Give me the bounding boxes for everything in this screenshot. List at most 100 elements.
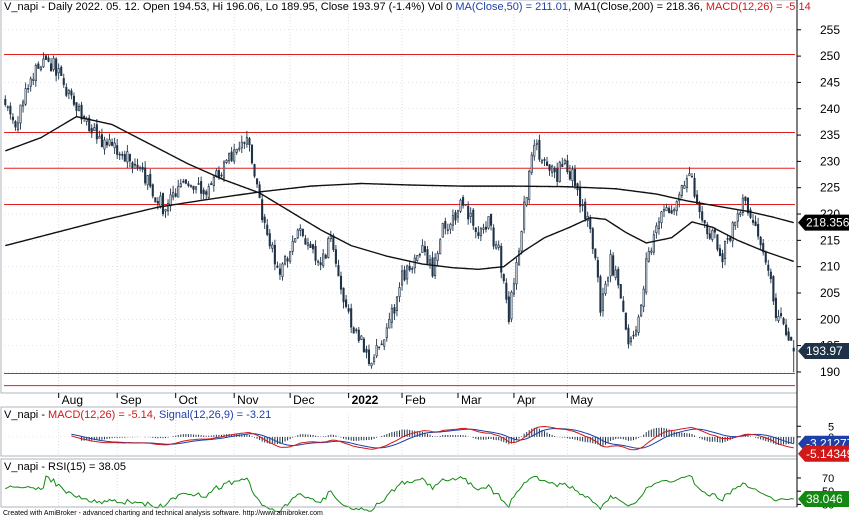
candle-body [573, 168, 577, 186]
candle-body [479, 228, 482, 237]
candle-body [365, 348, 368, 353]
candle-body [123, 154, 126, 162]
candle-body [27, 87, 30, 90]
candle-body [146, 175, 149, 186]
candle-body [67, 90, 70, 94]
macd-tick-label: 5 [828, 421, 834, 433]
rsi-value-legend: RSI(15) = 38.05 [48, 461, 127, 473]
candle-body [319, 262, 322, 266]
candle-body [629, 337, 632, 343]
candle-body [362, 338, 365, 353]
candle-body [390, 307, 393, 323]
candle-body [472, 209, 475, 226]
candle-body [660, 211, 663, 224]
candle-body [647, 251, 650, 262]
ohlc-summary: - Daily 2022. 05. 12. Open 194.53, Hi 19… [38, 1, 456, 13]
price-tick-label: 230 [820, 154, 840, 168]
candle-body [55, 58, 58, 76]
candle-body [434, 257, 437, 276]
candle-body [530, 154, 533, 173]
candle-body [352, 327, 355, 334]
candle-body [228, 153, 231, 162]
candle-body [464, 204, 467, 206]
candle-body [32, 78, 35, 81]
candle-body [334, 249, 337, 264]
candle-body [785, 324, 788, 336]
macd-panel [4, 426, 795, 451]
candle-body [337, 265, 340, 277]
date-label: May [570, 393, 593, 407]
candle-body [263, 216, 266, 223]
candle-body [220, 174, 223, 177]
panel-border [0, 0, 798, 394]
ma200-legend: MA1(Close,200) = 218.36, [571, 1, 703, 13]
candle-body [324, 254, 327, 259]
candle-body [29, 78, 32, 87]
candle-body [736, 213, 739, 222]
rsi-tick-label: 70 [822, 473, 834, 485]
candle-body [469, 212, 472, 217]
candle-body [75, 102, 78, 111]
candle-body [306, 242, 309, 246]
candle-body [314, 245, 317, 261]
candlestick-series [4, 52, 795, 373]
candle-body [548, 164, 551, 171]
candle-body [44, 55, 48, 60]
candle-body [502, 274, 505, 282]
candle-body [42, 58, 45, 68]
candle-body [116, 145, 119, 155]
candle-body [309, 243, 312, 248]
candle-body [65, 87, 68, 96]
candle-body [136, 164, 139, 169]
rsi-value-tag-bg [798, 491, 849, 508]
candle-body [459, 199, 462, 212]
candle-body [779, 313, 783, 317]
candle-body [484, 226, 488, 230]
price-tick-label: 210 [820, 260, 840, 274]
ma200-value-tag-bg [798, 214, 849, 231]
footer-credit: Created with AmiBroker - advanced charti… [3, 510, 323, 517]
candle-body [111, 141, 114, 146]
price-tick-label: 255 [820, 23, 840, 37]
candle-body [551, 165, 554, 173]
candle-body [250, 144, 254, 164]
candle-body [790, 336, 793, 341]
candle-body [431, 257, 434, 277]
candle-body [289, 251, 292, 262]
candle-body [645, 258, 648, 293]
candle-body [398, 287, 401, 298]
date-label: Dec [293, 393, 314, 407]
candle-body [607, 277, 610, 282]
candle-body [121, 154, 124, 156]
candle-body [538, 139, 541, 160]
candle-body [568, 171, 571, 180]
candle-body [558, 161, 561, 183]
candle-body [556, 168, 559, 182]
candle-body [421, 245, 424, 253]
candle-body [467, 205, 470, 220]
candle-body [108, 139, 111, 146]
candle-body [668, 207, 671, 214]
candle-body [16, 122, 20, 130]
candle-body [268, 233, 271, 247]
candle-body [640, 304, 643, 317]
candle-body [490, 213, 493, 226]
rsi-header-separator: - [38, 461, 49, 473]
candle-body [339, 275, 343, 290]
candle-body [418, 253, 421, 256]
candle-body [517, 250, 521, 266]
candle-body [487, 216, 490, 229]
candle-body [543, 159, 546, 161]
candle-body [439, 239, 442, 255]
ma200-value-tag: 218.356 [798, 214, 850, 231]
candle-body [675, 201, 678, 212]
candle-body [22, 101, 25, 107]
candle-body [50, 63, 53, 72]
candle-body [291, 240, 294, 252]
candle-body [205, 191, 208, 195]
candle-body [167, 203, 170, 212]
candle-body [619, 283, 622, 299]
candle-body [14, 121, 17, 128]
date-label: Oct [179, 393, 198, 407]
